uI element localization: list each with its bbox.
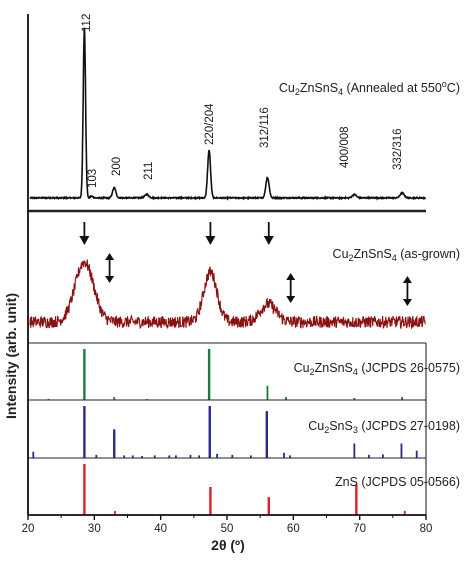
label-part: 2 xyxy=(349,253,354,263)
label-part: (Annealed at 550 xyxy=(343,81,442,95)
series-annealed xyxy=(29,27,426,201)
y-axis-label: Intensity (arb. unit) xyxy=(3,293,19,419)
panel-cts-ref: Cu2SnS3 (JCPDS 27-0198) xyxy=(32,406,460,458)
x-axis-label: 2θ (º) xyxy=(211,537,245,553)
axes: 20 30 40 50 60 70 80 xyxy=(22,14,433,535)
arrow-double-bottom-2 xyxy=(402,299,412,306)
peak-label-200: 200 xyxy=(111,157,123,176)
panel-label-zns-ref: ZnS (JCPDS 05-0566) xyxy=(335,475,460,489)
peak-label-332-316: 332/316 xyxy=(392,128,404,170)
label-part: C) xyxy=(447,81,460,95)
arrow-double-bottom-0 xyxy=(105,276,115,283)
x-tick-label-40: 40 xyxy=(154,523,167,535)
label-part: ZnS (JCPDS 05-0566) xyxy=(335,475,460,489)
panel-annealed: 112 200 103 211 220/204 312/116 400/008 332/316… xyxy=(29,14,460,201)
label-part: 4 xyxy=(392,253,397,263)
panel-label-as-grown: Cu2ZnSnS4 (as-grown) xyxy=(333,247,460,263)
x-tick-label-50: 50 xyxy=(221,523,234,535)
label-part: 4 xyxy=(353,367,358,377)
label-part: SnS xyxy=(329,419,353,433)
label-part: 2 xyxy=(295,87,300,97)
peak-label-112: 112 xyxy=(81,14,93,32)
arrow-double-bottom-1 xyxy=(286,296,296,303)
label-part: 2 xyxy=(310,367,315,377)
x-tick-label-70: 70 xyxy=(353,523,366,535)
panel-as-grown: Cu2ZnSnS4 (as-grown) xyxy=(29,222,460,330)
peak-label-220-204: 220/204 xyxy=(204,103,216,145)
panel-label-annealed: Cu2ZnSnS4 (Annealed at 550oC) xyxy=(279,79,460,97)
label-part: Cu xyxy=(308,419,324,433)
arrow-down-head-0 xyxy=(79,236,90,245)
peak-label-211: 211 xyxy=(143,162,155,180)
x-tick-label-20: 20 xyxy=(22,523,35,535)
label-part: o xyxy=(442,79,447,89)
x-tick-label-30: 30 xyxy=(88,523,101,535)
peak-label-103: 103 xyxy=(87,169,99,188)
panel-label-czts-ref: Cu2ZnSnS4 (JCPDS 26-0575) xyxy=(294,361,460,377)
label-part: ZnSnS xyxy=(315,361,353,375)
label-part: Cu xyxy=(294,361,310,375)
panel-czts-ref: Cu2ZnSnS4 (JCPDS 26-0575) xyxy=(47,349,460,400)
panel-zns-ref: ZnS (JCPDS 05-0566) xyxy=(83,464,460,515)
arrow-down-head-1 xyxy=(205,236,216,245)
label-part: (as-grown) xyxy=(397,247,460,261)
label-part: (JCPDS 27-0198) xyxy=(358,419,460,433)
label-part: 4 xyxy=(338,87,343,97)
label-part: Cu xyxy=(333,247,349,261)
label-part: ZnSnS xyxy=(300,81,338,95)
arrow-double-top-2 xyxy=(402,276,412,283)
label-part: 2 xyxy=(324,425,329,435)
peak-label-400-008: 400/008 xyxy=(339,126,351,168)
label-part: (JCPDS 26-0575) xyxy=(358,361,460,375)
label-part: 3 xyxy=(353,425,358,435)
panel-label-cts-ref: Cu2SnS3 (JCPDS 27-0198) xyxy=(308,419,460,435)
series-as-grown xyxy=(29,259,426,330)
arrow-double-top-0 xyxy=(105,253,115,260)
x-tick-label-60: 60 xyxy=(287,523,300,535)
label-part: Cu xyxy=(279,81,295,95)
arrow-double-top-1 xyxy=(286,273,296,280)
arrow-down-head-2 xyxy=(263,236,274,245)
label-part: ZnSnS xyxy=(354,247,392,261)
peak-label-312-116: 312/116 xyxy=(259,107,271,148)
x-tick-label-80: 80 xyxy=(420,523,433,535)
panels: 112 200 103 211 220/204 312/116 400/008 332/316… xyxy=(29,14,460,515)
